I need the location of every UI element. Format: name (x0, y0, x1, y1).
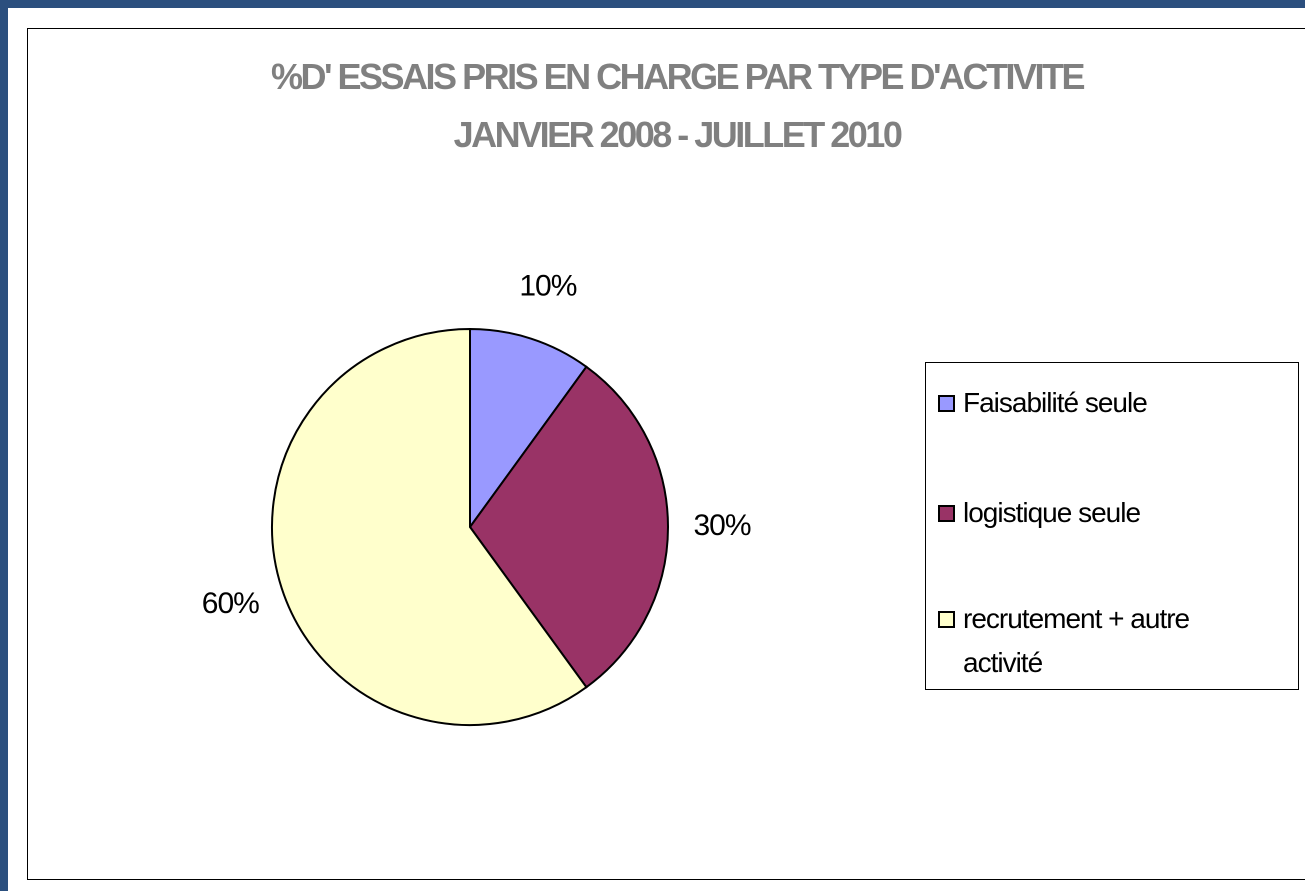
legend-swatch (938, 611, 955, 628)
data-label: 10% (519, 269, 576, 302)
legend-swatch (938, 395, 955, 412)
legend-swatch (938, 505, 955, 522)
legend: Faisabilité seule logistique seule recrute… (925, 362, 1299, 690)
legend-label: Faisabilité seule (963, 381, 1263, 425)
data-label: 30% (693, 509, 750, 542)
legend-entry: logistique seule (938, 491, 1288, 535)
data-label: 60% (202, 587, 259, 620)
legend-label: recrutement + autre activité (963, 597, 1263, 685)
legend-entry: Faisabilité seule (938, 381, 1288, 425)
legend-entry: recrutement + autre activité (938, 597, 1288, 685)
legend-label: logistique seule (963, 491, 1263, 535)
page: %D' ESSAIS PRIS EN CHARGE PAR TYPE D'ACT… (0, 0, 1305, 891)
